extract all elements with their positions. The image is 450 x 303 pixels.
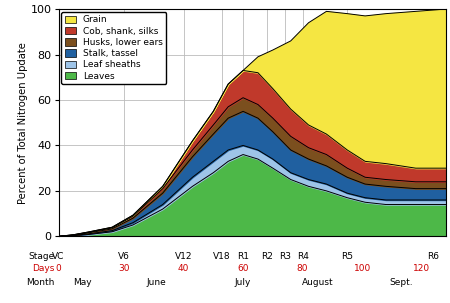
Text: Month: Month: [26, 278, 54, 287]
Text: May: May: [73, 278, 92, 287]
Text: V18: V18: [213, 251, 231, 261]
Text: VC: VC: [52, 251, 65, 261]
Text: 100: 100: [354, 264, 371, 273]
Text: V6: V6: [118, 251, 130, 261]
Text: July: July: [235, 278, 251, 287]
Y-axis label: Percent of Total Nitrogen Update: Percent of Total Nitrogen Update: [18, 42, 28, 204]
Legend: Grain, Cob, shank, silks, Husks, lower ears, Stalk, tassel, Leaf sheaths, Leaves: Grain, Cob, shank, silks, Husks, lower e…: [61, 12, 166, 84]
Text: 30: 30: [118, 264, 130, 273]
Text: June: June: [147, 278, 166, 287]
Text: R4: R4: [297, 251, 309, 261]
Text: Stage: Stage: [28, 251, 54, 261]
Text: 80: 80: [297, 264, 308, 273]
Text: R6: R6: [428, 251, 440, 261]
Text: Sept.: Sept.: [389, 278, 413, 287]
Text: R2: R2: [261, 251, 273, 261]
Text: August: August: [302, 278, 333, 287]
Text: 120: 120: [413, 264, 430, 273]
Text: 40: 40: [178, 264, 189, 273]
Text: 0: 0: [56, 264, 61, 273]
Text: Days: Days: [32, 264, 54, 273]
Text: R3: R3: [279, 251, 291, 261]
Text: 60: 60: [237, 264, 249, 273]
Text: R5: R5: [341, 251, 353, 261]
Text: V12: V12: [175, 251, 192, 261]
Text: R1: R1: [237, 251, 249, 261]
